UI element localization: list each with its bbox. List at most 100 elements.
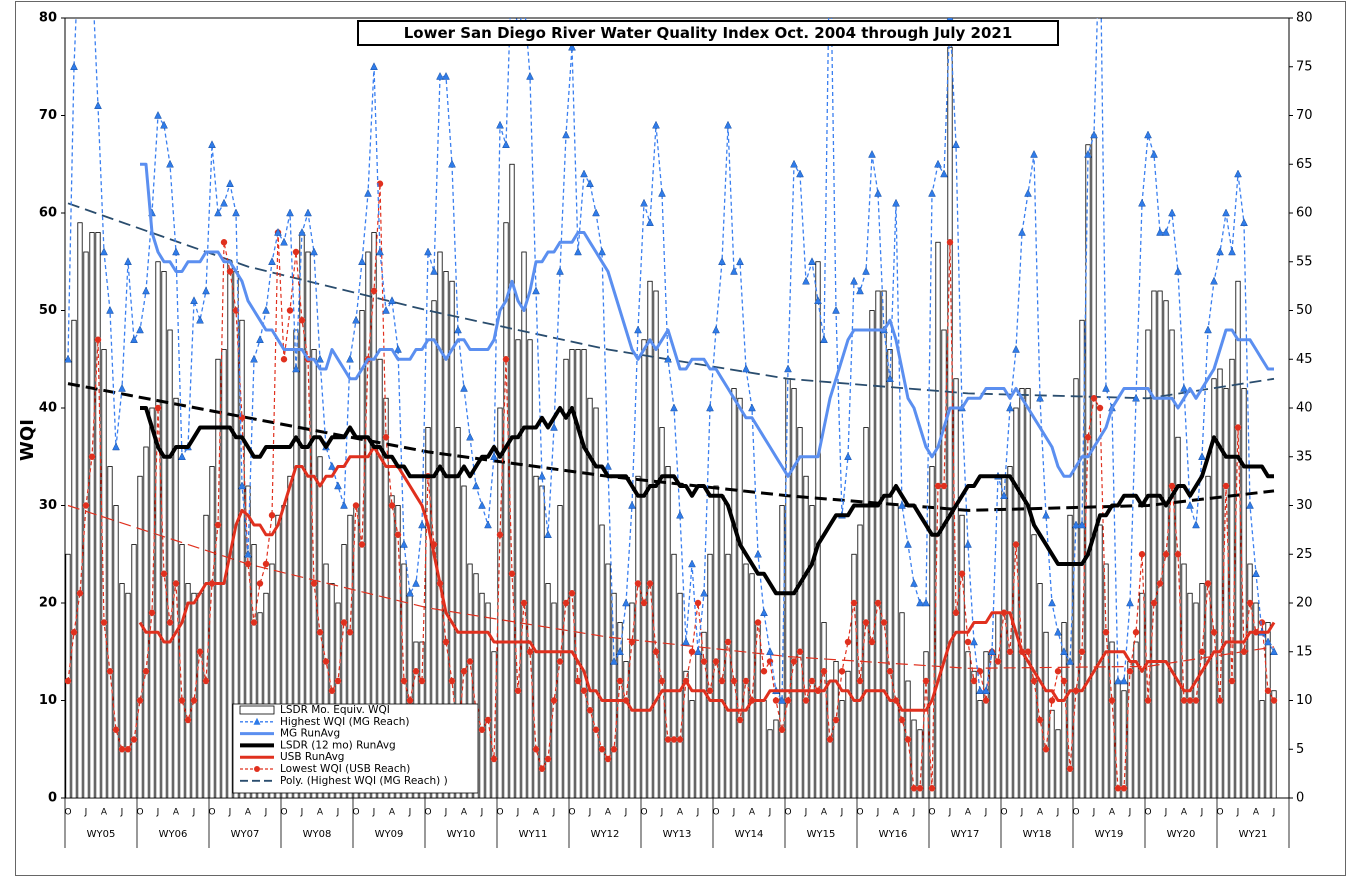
y-axis-label: WQI <box>17 419 38 461</box>
bar <box>293 329 299 798</box>
marker <box>934 482 942 490</box>
bar <box>911 719 917 798</box>
marker <box>466 658 474 665</box>
bar <box>107 466 113 798</box>
marker <box>1198 452 1206 460</box>
bar <box>545 583 551 798</box>
month-label: J <box>732 808 736 818</box>
bar <box>347 514 353 798</box>
bar <box>1043 631 1049 798</box>
bar <box>323 563 329 798</box>
marker <box>922 677 930 685</box>
bar <box>485 602 491 798</box>
marker <box>556 266 564 275</box>
marker <box>808 677 816 685</box>
bar <box>539 485 545 798</box>
month-label: O <box>1072 808 1079 818</box>
bar <box>113 505 119 798</box>
marker <box>796 648 804 655</box>
marker <box>532 286 540 295</box>
wy-label: WY10 <box>447 829 476 840</box>
marker <box>142 286 150 295</box>
bar <box>653 290 659 798</box>
marker <box>988 647 996 655</box>
chart-title: Lower San Diego River Water Quality Inde… <box>404 24 1013 42</box>
marker <box>904 736 912 743</box>
marker <box>934 159 942 168</box>
marker <box>676 510 684 519</box>
marker <box>376 247 384 256</box>
marker <box>394 531 402 538</box>
marker <box>1060 677 1068 685</box>
bar <box>533 475 539 798</box>
bar <box>179 544 185 798</box>
bar <box>287 475 293 798</box>
marker <box>562 130 570 139</box>
marker <box>1138 198 1146 207</box>
y2-tick-label: 55 <box>1296 254 1313 269</box>
bar <box>1007 466 1013 798</box>
marker <box>352 315 360 324</box>
marker <box>310 580 318 587</box>
marker <box>65 677 72 685</box>
bar <box>101 349 107 798</box>
bar <box>149 407 155 798</box>
month-label: J <box>588 808 592 818</box>
marker <box>880 619 888 626</box>
marker <box>208 140 216 148</box>
marker <box>766 647 774 655</box>
marker <box>598 247 606 256</box>
marker <box>1240 648 1248 655</box>
marker <box>1162 227 1170 236</box>
marker <box>994 658 1002 665</box>
series-line <box>140 162 1274 478</box>
marker <box>538 471 546 480</box>
marker <box>616 677 624 685</box>
marker <box>1138 551 1146 558</box>
month-label: J <box>1236 808 1240 818</box>
bar <box>263 592 269 798</box>
marker <box>1156 580 1164 587</box>
marker <box>1222 482 1230 490</box>
bar <box>995 612 1001 798</box>
bar <box>1133 641 1139 798</box>
marker <box>1090 130 1098 139</box>
marker <box>760 608 768 616</box>
bar <box>119 583 125 798</box>
legend-label: Lowest WQI (USB Reach) <box>280 763 410 775</box>
legend-label: MG RunAvg <box>280 728 340 740</box>
marker <box>424 247 432 256</box>
bar <box>695 651 701 798</box>
bar <box>797 427 803 798</box>
month-label: J <box>948 808 952 818</box>
marker <box>136 325 144 334</box>
legend-label: LSDR (12 mo) RunAvg <box>280 739 396 751</box>
legend-marker <box>253 717 261 725</box>
marker <box>172 580 180 587</box>
y-tick-label: 0 <box>48 791 57 806</box>
legend-marker <box>254 766 260 772</box>
bar <box>845 670 851 798</box>
bar <box>197 592 203 798</box>
month-label: A <box>605 808 612 818</box>
marker <box>586 179 594 187</box>
marker <box>850 276 858 285</box>
bar <box>1211 378 1217 798</box>
marker <box>760 668 768 675</box>
month-label: O <box>1216 808 1223 818</box>
marker <box>1084 434 1092 441</box>
bar <box>1247 563 1253 798</box>
marker <box>718 257 726 265</box>
marker <box>856 677 864 685</box>
marker <box>754 549 762 558</box>
marker <box>946 239 954 246</box>
y2-tick-label: 35 <box>1296 449 1313 464</box>
month-label: O <box>640 808 647 818</box>
marker <box>118 383 126 392</box>
marker <box>562 599 570 607</box>
marker <box>1150 149 1158 158</box>
bar <box>1067 514 1073 798</box>
marker <box>874 599 882 607</box>
marker <box>514 687 522 694</box>
marker <box>238 481 246 490</box>
